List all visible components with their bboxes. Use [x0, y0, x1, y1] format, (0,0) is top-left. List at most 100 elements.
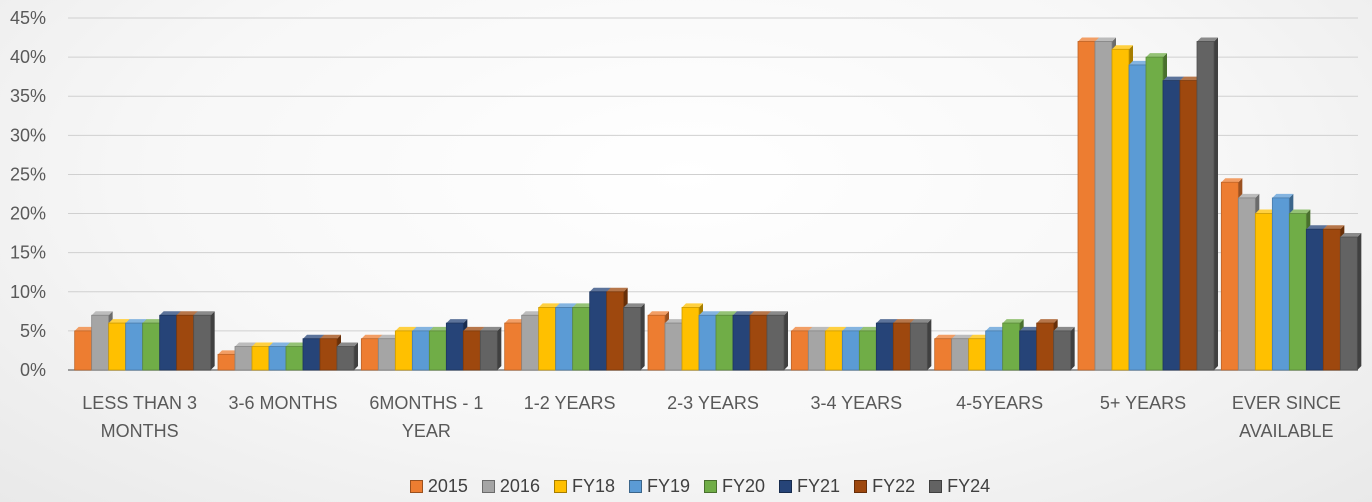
bar: [360, 338, 379, 371]
x-tick-label: 4-5YEARS: [956, 393, 1043, 413]
x-tick-label: 5+ YEARS: [1100, 393, 1186, 413]
legend-item: FY21: [779, 476, 840, 497]
bar: [790, 330, 809, 371]
bar: [176, 314, 195, 371]
legend-swatch: [553, 479, 567, 493]
bar-side: [1214, 37, 1218, 370]
bar: [445, 322, 464, 371]
legend-label: FY21: [797, 475, 841, 496]
bar-top: [1340, 233, 1362, 238]
bar: [302, 338, 321, 371]
bar-top: [1306, 225, 1328, 230]
bar: [892, 322, 911, 371]
legend-label: 2016: [499, 475, 540, 496]
bar-top: [193, 311, 215, 316]
bar-top: [1095, 37, 1116, 42]
bar: [462, 330, 481, 371]
y-tick-label: 35%: [10, 86, 46, 106]
bar: [555, 307, 574, 371]
bar-top: [665, 319, 686, 324]
legend-label: FY22: [872, 475, 916, 496]
bar-top: [791, 326, 813, 331]
bar: [479, 330, 498, 371]
legend-label: FY20: [722, 475, 766, 496]
bar: [572, 307, 591, 371]
bar-chart-plot: 0% 5% 10% 15% 20% 25% 30% 35% 40% 45% LESS THAN 3 M…: [10, 8, 1362, 441]
bar-side: [210, 311, 215, 370]
bar-top: [337, 342, 358, 347]
bar-top: [480, 326, 502, 331]
bar-top: [218, 350, 239, 355]
bar-top: [1289, 209, 1311, 214]
bar-top: [1163, 76, 1184, 81]
bar-top: [1323, 225, 1345, 230]
bar: [749, 314, 768, 371]
bar: [538, 307, 557, 371]
bar-top: [733, 311, 754, 316]
bar-top: [395, 326, 417, 331]
bar-top: [125, 319, 147, 324]
bar-side: [927, 319, 932, 370]
legend-label: 2015: [427, 475, 468, 496]
bar: [715, 314, 734, 371]
bar-top: [1221, 178, 1243, 183]
bar-top: [842, 326, 864, 331]
bar: [1339, 236, 1358, 371]
bar-top: [589, 287, 611, 292]
bar-top: [235, 342, 256, 347]
legend-swatch: [854, 479, 868, 493]
bar: [606, 291, 625, 371]
y-tick-label: 30%: [10, 125, 46, 145]
bar: [807, 330, 826, 371]
chart-legend: 2015 2016 FY18 FY19 FY20 FY21 FY22 FY24: [370, 474, 1030, 498]
x-tick-label: 2-3 YEARS: [667, 393, 759, 413]
bar-top: [716, 311, 737, 316]
bar: [193, 314, 212, 371]
bar: [336, 346, 355, 371]
bar: [234, 346, 253, 371]
bar-top: [286, 342, 307, 347]
bar-top: [968, 334, 990, 339]
bar-top: [1002, 319, 1024, 324]
x-tick-label: EVER SINCE: [1232, 393, 1341, 413]
bar: [319, 338, 338, 371]
bar: [91, 314, 110, 371]
bar: [428, 330, 447, 371]
bar: [1036, 322, 1055, 371]
legend-item: FY20: [704, 476, 765, 497]
bar-top: [876, 319, 898, 324]
bar-top: [303, 334, 324, 339]
bar-top: [859, 326, 881, 331]
bar-side: [784, 311, 788, 370]
bar: [1288, 213, 1307, 371]
x-tick-label: 3-4 YEARS: [810, 393, 902, 413]
bar-top: [361, 334, 383, 339]
bar-top: [606, 287, 628, 292]
bar: [589, 291, 608, 371]
bar-top: [1078, 37, 1099, 42]
bar: [1053, 330, 1072, 371]
bar: [159, 314, 178, 371]
legend-swatch: [779, 479, 793, 493]
bar: [268, 346, 287, 371]
bar: [934, 338, 953, 371]
bar: [251, 346, 270, 371]
bar: [504, 322, 523, 371]
bar: [1094, 41, 1113, 371]
bar-top: [378, 334, 400, 339]
bar-top: [1180, 76, 1201, 81]
bar: [1322, 228, 1341, 371]
bar: [841, 330, 860, 371]
x-tick-label: AVAILABLE: [1239, 421, 1333, 441]
bar: [1162, 80, 1181, 371]
legend-item: FY22: [854, 476, 915, 497]
bar: [1305, 228, 1324, 371]
bar-side: [1357, 233, 1362, 370]
bar-top: [825, 326, 847, 331]
legend-swatch: [704, 479, 718, 493]
bar-top: [504, 319, 526, 324]
bar-top: [429, 326, 451, 331]
bar: [1237, 197, 1256, 371]
legend-label: FY19: [646, 475, 691, 496]
y-tick-label: 45%: [10, 8, 46, 28]
